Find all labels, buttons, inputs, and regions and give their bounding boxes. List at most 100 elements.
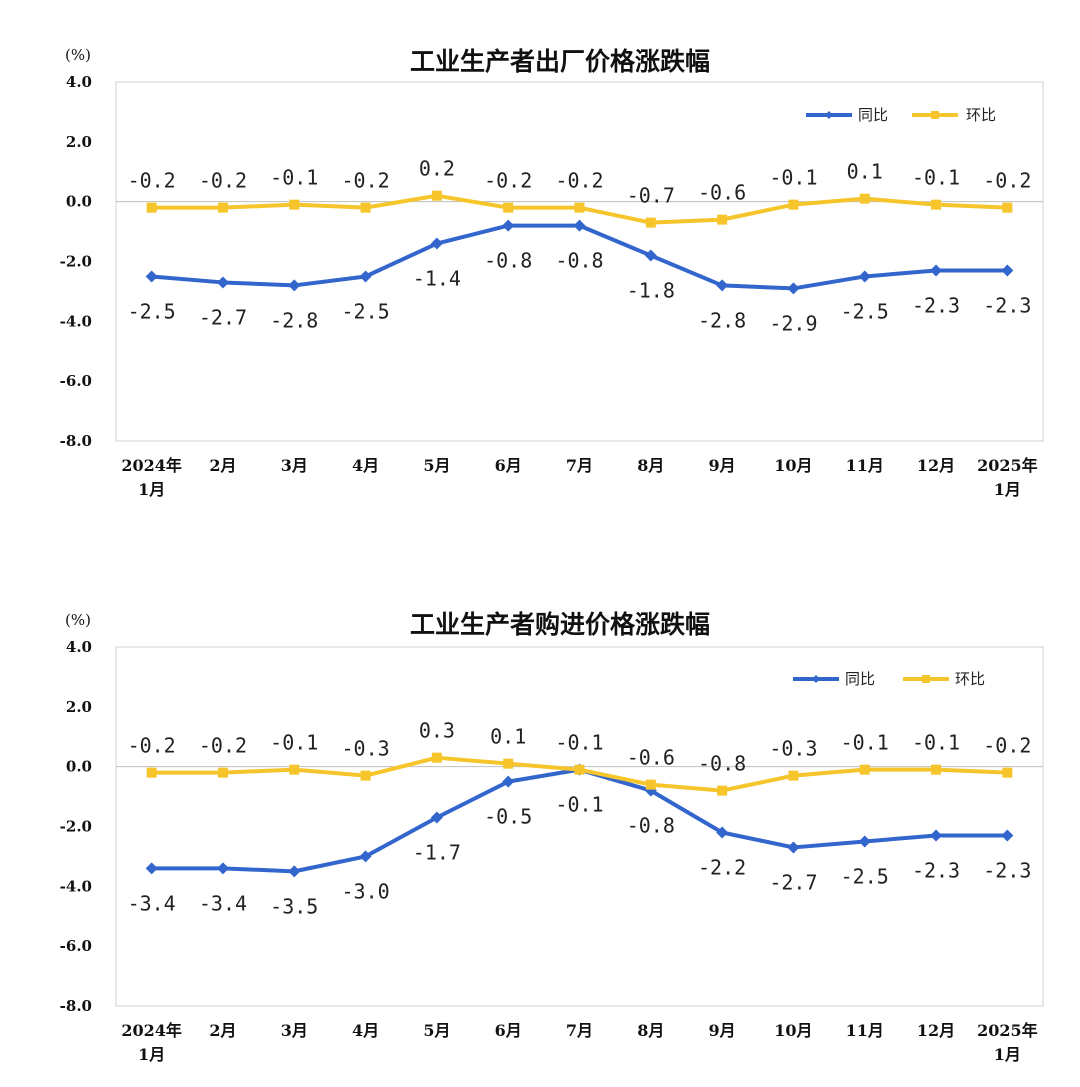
data-point (644, 249, 657, 262)
y-tick-label: 4.0 (66, 638, 92, 656)
data-label: -3.4 (128, 891, 176, 915)
data-label: -0.8 (484, 249, 532, 273)
data-label: -0.2 (128, 169, 176, 193)
data-point (717, 785, 728, 796)
y-tick-label: -6.0 (60, 372, 92, 390)
x-tick-label: 2月 (209, 456, 236, 475)
legend-label: 环比 (966, 106, 996, 124)
data-label: -0.1 (841, 731, 889, 755)
data-label: -0.3 (769, 737, 817, 761)
x-tick-label: 3月 (281, 456, 308, 475)
data-label: -2.8 (698, 308, 746, 332)
data-point (217, 767, 228, 778)
x-tick-label: 2月 (209, 1021, 236, 1040)
x-tick-label: 3月 (281, 1021, 308, 1040)
data-point (360, 770, 371, 781)
data-label: -0.2 (484, 169, 532, 193)
data-label: -2.3 (983, 293, 1031, 317)
data-point (645, 779, 656, 790)
data-label: -2.5 (341, 299, 389, 323)
data-point (930, 829, 943, 842)
series-line (151, 767, 1008, 874)
y-tick-label: -4.0 (60, 312, 92, 330)
data-label: -3.0 (341, 879, 389, 903)
legend-marker (812, 675, 820, 683)
y-tick-label: -4.0 (60, 877, 92, 895)
data-point (574, 764, 585, 775)
data-point (289, 764, 300, 775)
data-point (502, 219, 515, 232)
y-tick-label: -2.0 (60, 818, 92, 836)
x-tick-label: 7月 (566, 1021, 593, 1040)
x-tick-label: 8月 (637, 1021, 664, 1040)
data-point (431, 190, 442, 201)
data-label: -0.2 (128, 734, 176, 758)
data-label: -2.2 (698, 855, 746, 879)
x-tick-label: 10月 (774, 1021, 812, 1040)
data-point (430, 811, 443, 824)
data-point (503, 202, 514, 213)
legend-marker (931, 111, 939, 119)
y-tick-label: -6.0 (60, 937, 92, 955)
data-label: -3.4 (199, 891, 247, 915)
chart-title: 工业生产者购进价格涨跌幅 (410, 610, 710, 639)
data-label: -0.2 (983, 169, 1031, 193)
x-tick-label: 4月 (352, 1021, 379, 1040)
data-label: -0.2 (341, 169, 389, 193)
data-label: -2.5 (841, 299, 889, 323)
series-mom: -0.2 -0.2 -0.1 -0.3 0.3 0.1 -0.1 -0.6 -0.8 -0.3 -0… (128, 719, 1031, 796)
x-tick-label: 9月 (709, 456, 736, 475)
x-tick-label: 7月 (566, 456, 593, 475)
data-label: -0.1 (912, 166, 960, 190)
data-label: -0.2 (983, 734, 1031, 758)
series-yoy: -2.5 -2.7 -2.8 -2.5 -1.4 -0.8 -0.8 -1.8 -2.8 -2.9… (128, 219, 1031, 335)
data-label: -2.7 (769, 870, 817, 894)
legend: 同比 环比 (806, 106, 996, 124)
data-label: -2.9 (769, 311, 817, 335)
data-label: -0.2 (555, 169, 603, 193)
chart-panel-1: 工业生产者出厂价格涨跌幅 (%) 4.0 2.0 0.0 -2.0 -4.0 -6.0 -8.0… (60, 46, 1044, 499)
data-point (145, 862, 158, 875)
data-label: -0.1 (270, 166, 318, 190)
data-point (503, 758, 514, 769)
data-point (359, 270, 372, 283)
data-label: -0.6 (627, 746, 675, 770)
data-point (359, 850, 372, 863)
data-point (146, 767, 157, 778)
x-tick-label: 5月 (423, 456, 450, 475)
y-tick-label: 2.0 (66, 698, 92, 716)
chart-title: 工业生产者出厂价格涨跌幅 (410, 47, 710, 76)
data-point (574, 202, 585, 213)
data-point (360, 202, 371, 213)
data-point (930, 264, 943, 277)
data-label: -2.3 (983, 858, 1031, 882)
data-point (716, 826, 729, 839)
data-point (1001, 829, 1014, 842)
data-label: -0.1 (912, 731, 960, 755)
x-tick-label: 10月 (774, 456, 812, 475)
legend-marker (922, 675, 930, 683)
data-point (216, 862, 229, 875)
data-point (146, 202, 157, 213)
legend-label: 同比 (845, 670, 875, 688)
data-point (430, 237, 443, 250)
legend-label: 环比 (955, 670, 985, 688)
y-axis-unit: (%) (65, 46, 91, 64)
legend-label: 同比 (858, 106, 888, 124)
data-label: -0.8 (555, 249, 603, 273)
data-label: -0.3 (341, 737, 389, 761)
data-label: -0.2 (199, 734, 247, 758)
data-label: -0.8 (627, 814, 675, 838)
data-point (859, 764, 870, 775)
y-tick-label: 4.0 (66, 73, 92, 91)
data-label: -2.3 (912, 293, 960, 317)
data-point (859, 193, 870, 204)
x-tick-label: 12月 (917, 1021, 955, 1040)
chart-panel-2: 工业生产者购进价格涨跌幅 (%) 4.0 2.0 0.0 -2.0 -4.0 -6.0 -8.0… (60, 610, 1044, 1064)
plot-area (115, 646, 1044, 1007)
y-axis-unit: (%) (65, 611, 91, 629)
data-point (787, 282, 800, 295)
series-mom: -0.2 -0.2 -0.1 -0.2 0.2 -0.2 -0.2 -0.7 -0.6 -0.1 0… (128, 157, 1031, 228)
y-tick-label: -8.0 (60, 432, 92, 450)
